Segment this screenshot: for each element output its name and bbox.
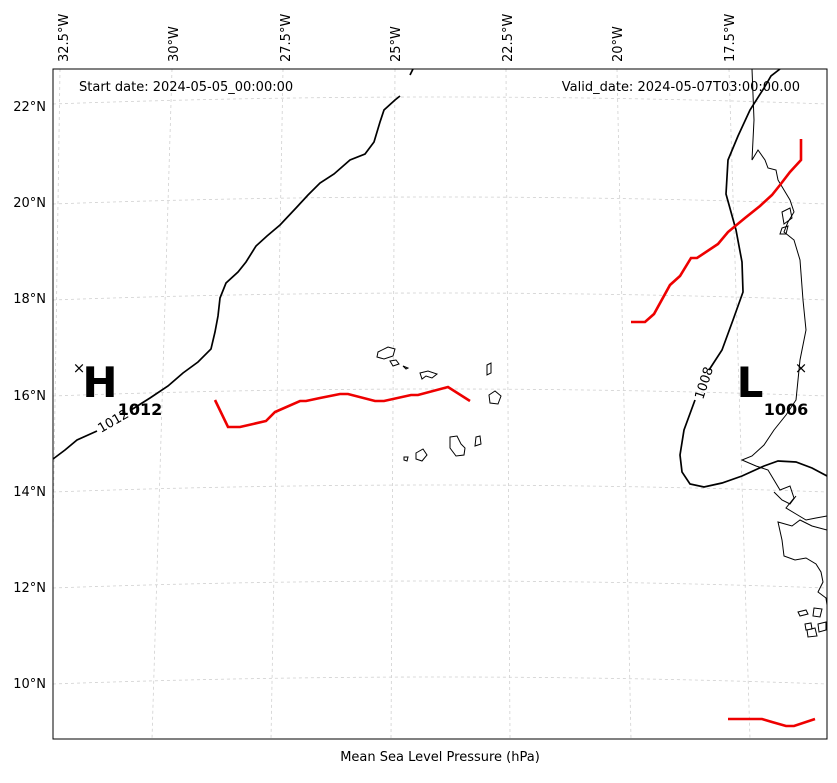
isobar-1012 (53, 69, 414, 460)
gambia-river-coast (773, 491, 797, 505)
lat-label-22n: 22°N (13, 100, 46, 115)
lat-label-20n: 20°N (13, 196, 46, 211)
start-date-text: Start date: 2024-05-05_00:00:00 (79, 80, 293, 95)
low-center-marker: × (795, 359, 808, 377)
cape-verde-islands (376, 346, 502, 462)
x-axis-label: Mean Sea Level Pressure (hPa) (340, 750, 540, 765)
trough-line-south (728, 717, 816, 728)
high-center-letter: H (82, 358, 117, 407)
graticule (53, 69, 827, 739)
island-fogo (415, 448, 428, 462)
bijagos-islands (797, 607, 827, 638)
lat-label-18n: 18°N (13, 292, 46, 307)
island-sao-vicente (389, 359, 400, 367)
trough-line-central (213, 385, 471, 429)
island-sal (486, 362, 492, 376)
lon-label-27-5w: 27.5°W (279, 14, 294, 62)
map-area: 1012 1008 × H 1012 × L 1006 Start date: … (53, 69, 827, 739)
island-santa-luzia (402, 365, 410, 370)
map-frame (52, 68, 828, 740)
trough-line-northeast (631, 139, 803, 324)
island-boa-vista (488, 390, 502, 405)
valid-date-text: Valid_date: 2024-05-07T03:00:00.00 (562, 80, 800, 95)
high-center-value: 1012 (118, 400, 163, 419)
lon-label-25w: 25°W (389, 26, 404, 62)
low-center-value: 1006 (764, 400, 809, 419)
lat-label-12n: 12°N (13, 581, 46, 596)
island-santo-antao (376, 346, 396, 360)
isobar-1008 (679, 69, 827, 488)
high-center-marker: × (73, 359, 86, 377)
west-africa-coastline (740, 69, 827, 606)
lat-label-14n: 14°N (13, 485, 46, 500)
island-maio (474, 435, 482, 447)
lon-label-22-5w: 22.5°W (501, 14, 516, 62)
island-sao-nicolau (419, 370, 439, 380)
lon-label-20w: 20°W (611, 26, 626, 62)
lon-label-17-5w: 17.5°W (723, 14, 738, 62)
lon-label-32-5w: 32.5°W (57, 14, 72, 62)
island-santiago (449, 435, 466, 457)
lat-label-10n: 10°N (13, 677, 46, 692)
lon-label-30w: 30°W (167, 26, 182, 62)
dakhla-inlet (779, 207, 793, 235)
low-center-letter: L (737, 358, 764, 407)
island-brava (403, 456, 409, 462)
lat-label-16n: 16°N (13, 389, 46, 404)
